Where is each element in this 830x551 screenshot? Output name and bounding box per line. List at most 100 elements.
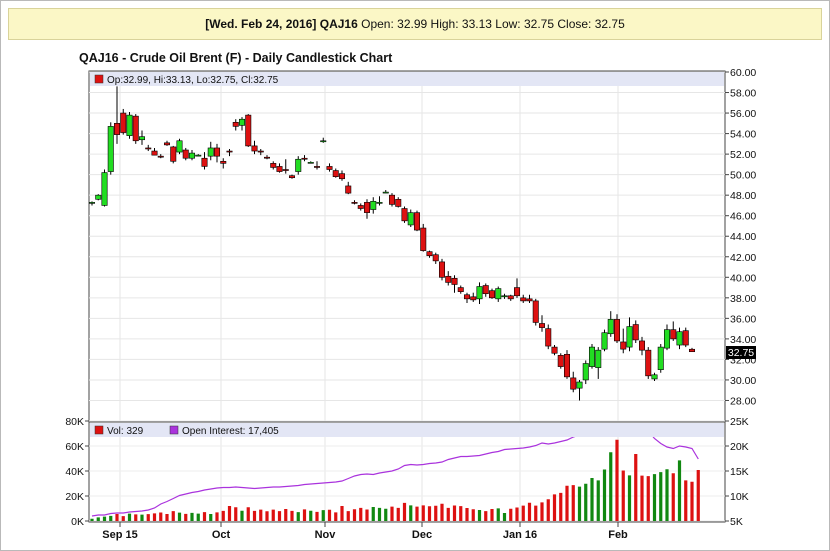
volume-bar xyxy=(559,492,563,521)
candle-body xyxy=(89,202,96,204)
candle xyxy=(588,344,595,369)
price-tick-label: 38.00 xyxy=(730,293,756,305)
candle xyxy=(245,114,252,147)
volume-bar xyxy=(671,473,675,521)
quote-open-label: Open: xyxy=(361,17,394,31)
volume-bar xyxy=(340,506,344,521)
volume-bar xyxy=(609,452,613,521)
candle xyxy=(645,347,652,379)
volume-bar xyxy=(684,480,688,521)
candle-body xyxy=(682,330,689,346)
price-legend-bg xyxy=(90,72,724,86)
candle-body xyxy=(157,155,164,158)
candle xyxy=(663,324,670,351)
candle-body xyxy=(126,114,133,136)
volume-bar xyxy=(434,505,438,521)
candle-body xyxy=(332,170,339,178)
candle xyxy=(95,194,102,201)
candle-body xyxy=(245,114,252,147)
candle-body xyxy=(214,147,221,157)
volume-bar xyxy=(452,505,457,521)
candle-body xyxy=(445,275,452,283)
candle-body xyxy=(307,162,314,164)
candle-body xyxy=(232,121,239,127)
quote-high-label: High: xyxy=(430,17,459,31)
volume-bar xyxy=(440,503,444,521)
price-tick-label: 50.00 xyxy=(730,170,756,182)
volume-bar xyxy=(552,494,557,521)
volume-bar xyxy=(509,508,513,521)
candle xyxy=(257,148,264,156)
volume-bar xyxy=(384,508,388,521)
volume-bar xyxy=(321,510,325,521)
candle xyxy=(176,138,183,155)
candle xyxy=(376,196,383,206)
candle xyxy=(451,275,458,293)
candle xyxy=(282,159,289,174)
candle-body xyxy=(220,161,227,164)
candle-body xyxy=(645,349,652,377)
candle-body xyxy=(526,298,533,302)
volume-bar xyxy=(240,510,244,521)
candle-body xyxy=(338,173,345,180)
volume-bar xyxy=(215,512,219,521)
candle xyxy=(538,315,545,332)
volume-bar xyxy=(590,478,594,521)
candle xyxy=(239,117,246,131)
volume-tick-label: 0K xyxy=(71,516,84,528)
candle xyxy=(132,114,139,144)
candle-body xyxy=(651,374,658,380)
candle-body xyxy=(107,126,114,172)
candle-body xyxy=(407,212,414,226)
candle-body xyxy=(657,346,664,370)
price-panel xyxy=(88,70,726,422)
volume-bar xyxy=(102,516,107,521)
volume-bar xyxy=(302,509,307,521)
volume-bar xyxy=(527,502,532,521)
price-tick-label: 34.00 xyxy=(730,334,756,346)
candle-body xyxy=(432,254,439,262)
candle xyxy=(363,199,370,219)
candle xyxy=(607,311,614,337)
candle-body xyxy=(495,288,502,300)
candle xyxy=(182,147,189,161)
candle xyxy=(407,209,414,227)
volume-bar xyxy=(346,511,350,521)
volume-bar xyxy=(121,516,125,521)
quote-low-label: Low: xyxy=(495,17,521,31)
volume-bar xyxy=(134,514,138,521)
candle-body xyxy=(288,175,295,179)
volume-tick-label: 80K xyxy=(65,416,84,428)
candle-body xyxy=(145,147,152,150)
candle-body xyxy=(576,381,583,389)
candle-body xyxy=(207,147,214,157)
candle-body xyxy=(520,297,527,302)
candle xyxy=(420,223,427,252)
candle xyxy=(226,148,233,157)
oi-tick-label: 5K xyxy=(730,516,743,528)
candle-body xyxy=(263,156,270,159)
volume-bar xyxy=(365,509,369,521)
candle-body xyxy=(376,202,383,204)
volume-tick-label: 40K xyxy=(65,466,84,478)
volume-bar xyxy=(259,509,263,521)
candle-body xyxy=(357,205,364,209)
volume-bar xyxy=(627,475,632,521)
volume-bar xyxy=(352,509,357,521)
volume-bar xyxy=(152,513,157,521)
candle xyxy=(520,294,527,303)
candle-body xyxy=(595,349,602,368)
volume-bar xyxy=(515,507,519,521)
volume-bar xyxy=(402,502,407,521)
price-legend: Op:32.99, Hi:33.13, Lo:32.75, Cl:32.75 xyxy=(107,75,279,86)
candle-body xyxy=(132,115,139,142)
volume-bar xyxy=(290,510,294,521)
candle-body xyxy=(251,145,258,152)
oi-tick-label: 15K xyxy=(730,466,749,478)
candle xyxy=(395,197,402,208)
candle-body xyxy=(513,287,520,297)
candle-body xyxy=(551,346,558,354)
volume-bar xyxy=(246,507,250,521)
volume-bar xyxy=(209,514,213,521)
candle xyxy=(139,130,146,145)
